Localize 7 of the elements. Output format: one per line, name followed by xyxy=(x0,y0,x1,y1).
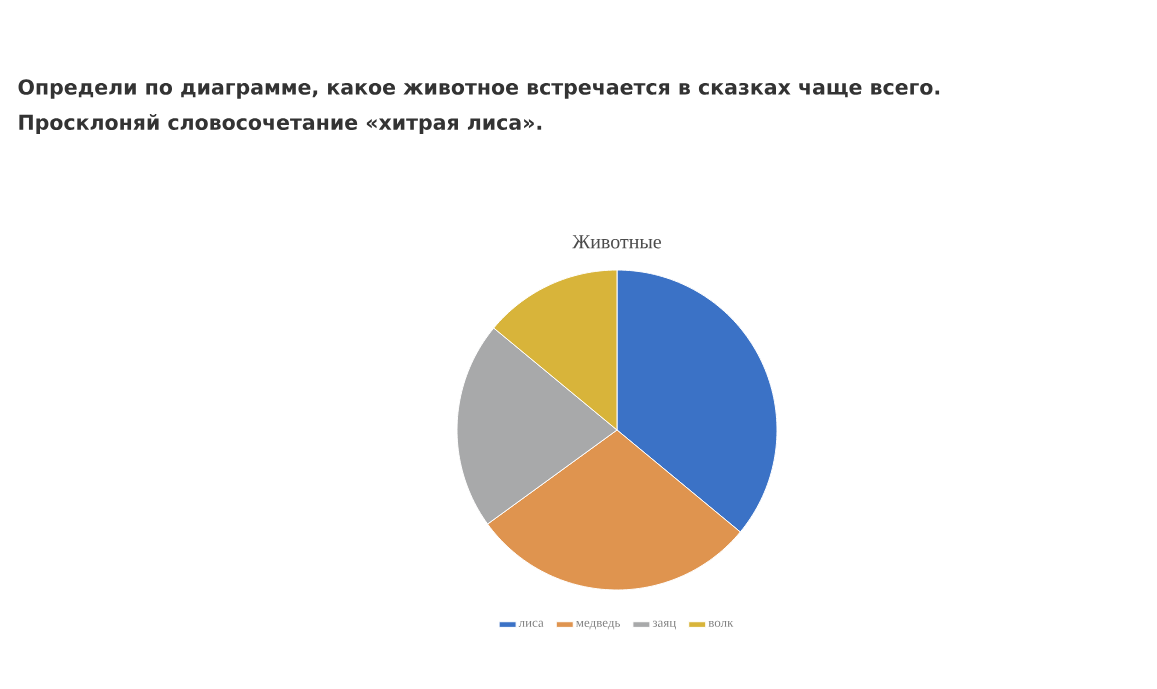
chart-title: Животные xyxy=(572,235,662,249)
text: Просклоняй словосочетание «хитрая лиса». xyxy=(19,114,542,134)
legend-label: лиса xyxy=(518,620,544,627)
text: Определи по диаграмме, какое животное встречается в сказках чаще всего. xyxy=(18,79,940,99)
legend-label: волк xyxy=(708,620,734,627)
legend-label: медведь xyxy=(576,620,621,630)
legend-label: заяц xyxy=(652,620,676,630)
